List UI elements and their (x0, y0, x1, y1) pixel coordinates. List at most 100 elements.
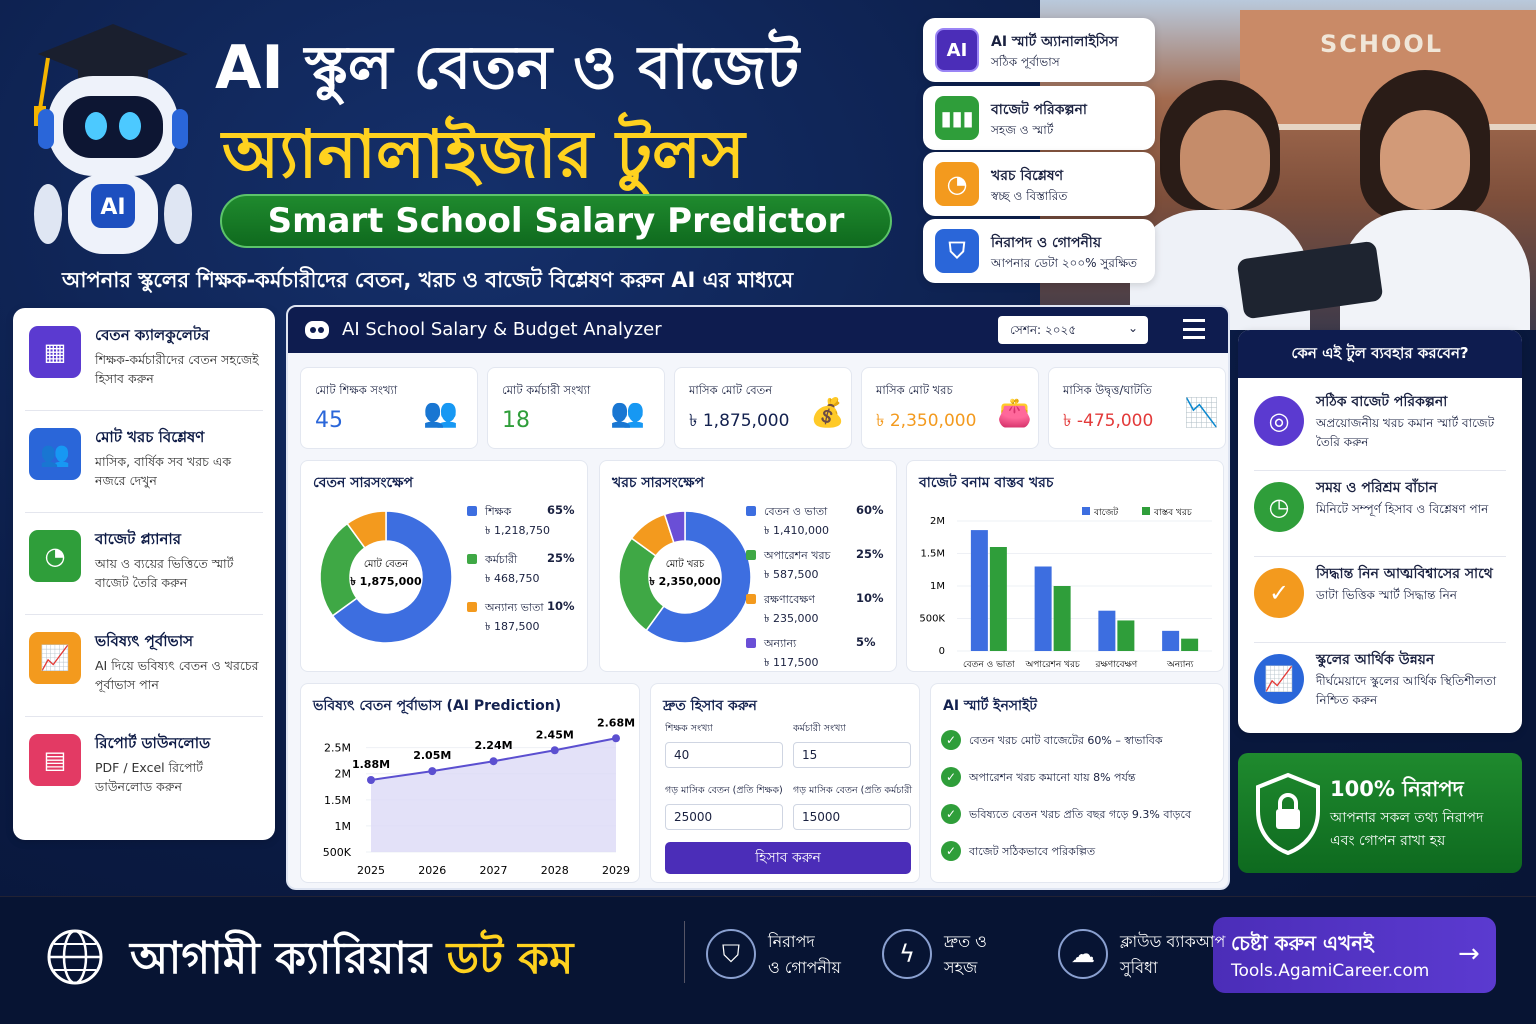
stat-label: মোট শিক্ষক সংখ্যা (315, 383, 398, 397)
field-label: গড় মাসিক বেতন (প্রতি কর্মচারী) (793, 785, 913, 796)
legend-swatch (746, 638, 756, 648)
feature-title: AI স্মার্ট অ্যানালাইসিস (991, 34, 1119, 50)
bar (1098, 610, 1116, 651)
menu-desc: আয় ও ব্যয়ের ভিত্তিতে স্মার্ট বাজেট তৈর… (95, 556, 234, 591)
feature-title: বাজেট পরিকল্পনা (991, 102, 1087, 118)
footer-feature-icon: ϟ (882, 929, 932, 979)
why-title: কেন এই টুল ব্যবহার করবেন? (1291, 343, 1469, 362)
why-desc: ডাটা ভিত্তিক স্মার্ট সিদ্ধান্ত নিন (1316, 588, 1457, 602)
subtitle: Smart School Salary Predictor (267, 201, 845, 241)
legend-name: কর্মচারী (485, 553, 518, 566)
stat-card: মোট কর্মচারী সংখ্যা 18 👥 (487, 367, 665, 449)
stat-label: মাসিক মোট বেতন (689, 383, 773, 397)
y-tick-label: 2M (930, 516, 945, 527)
point (489, 757, 498, 766)
title-line1: AI স্কুল বেতন ও বাজেট (215, 33, 800, 103)
bar (1162, 630, 1180, 651)
divider (1254, 556, 1506, 557)
legend-amount: ৳ 187,500 (485, 620, 540, 633)
legend-amount: ৳ 468,750 (485, 572, 540, 585)
insights-panel: AI স্মার্ট ইনসাইট ✓ বেতন খরচ মোট বাজেটের 6… (930, 683, 1224, 883)
menu-icon: ▦ (29, 326, 81, 378)
cta-button[interactable]: চেষ্টা করুন এখনই Tools.AgamiCareer.com → (1213, 917, 1496, 993)
check-icon: ✓ (941, 730, 961, 750)
x-tick-label: 2026 (418, 864, 446, 877)
feature-title: নিরাপদ ও গোপনীয় (991, 235, 1102, 251)
shield-icon (1256, 772, 1320, 855)
input-field[interactable]: 25000 (665, 804, 783, 830)
divider (25, 410, 263, 411)
donut-center-label: মোট খরচ (666, 557, 705, 570)
session: সেশন: ২০২৫ (1010, 323, 1077, 337)
y-tick-label: 2.5M (324, 742, 351, 755)
legend-name: বেতন ও ভাতা (764, 505, 828, 518)
y-tick-label: 1.5M (920, 549, 945, 560)
footer-feature-icon: ☁ (1058, 929, 1108, 979)
stat-label: মাসিক উদ্বৃত্ত/ঘাটতি (1063, 383, 1152, 397)
donut-slice (331, 510, 453, 644)
menu-desc: AI দিয়ে ভবিষ্যৎ বেতন ও খরচের পূর্বাভাস … (95, 658, 259, 693)
stat-icon: 👛 (997, 396, 1032, 429)
feature-card: AI AI স্মার্ট অ্যানালাইসিস সঠিক পূর্বাভাস (923, 18, 1155, 82)
summary-panel: বেতন সারসংক্ষেপ মোট বেতন ৳ 1,875,000 শিক্ষক… (300, 460, 588, 672)
why-header: কেন এই টুল ব্যবহার করবেন? (1238, 330, 1522, 378)
footer: আগামী ক্যারিয়ার ডট কম চেষ্টা করুন এখনই … (0, 896, 1536, 1024)
bar-chart: 0 500K 1M 1.5M 2M বাজেট বাস্তব খরচ বেতন ও ভাতা অ… (919, 506, 1212, 670)
title-line2: অ্যানালাইজার টুলস (222, 116, 745, 193)
bar (1053, 586, 1071, 651)
brand-main: আগামী ক্যারিয়ার (130, 933, 432, 984)
legend-swatch (467, 602, 477, 612)
bar (1181, 638, 1199, 651)
legend-label: বাস্তব খরচ (1153, 508, 1192, 518)
legend-name: অন্যান্য (764, 637, 797, 650)
subtitle-pill: Smart School Salary Predictor (220, 194, 892, 248)
stat-value: 45 (315, 408, 343, 433)
y-tick-label: 500K (323, 846, 352, 859)
check-icon: ✓ (941, 767, 961, 787)
calculate-button[interactable]: হিসাব করুন (665, 842, 911, 874)
legend-percent: 25% (856, 547, 884, 561)
y-tick-label: 500K (919, 614, 945, 625)
input-field[interactable]: 15000 (793, 804, 911, 830)
menu-desc: মাসিক, বার্ষিক সব খরচ এক নজরে দেখুন (95, 454, 232, 489)
globe-icon (47, 929, 103, 985)
donut-center-value: ৳ 1,875,000 (350, 575, 422, 588)
legend-swatch (1142, 507, 1150, 515)
menu-button[interactable] (1183, 319, 1205, 339)
legend-amount: ৳ 587,500 (764, 568, 819, 581)
x-tick-label: 2025 (357, 864, 385, 877)
footer-feature-line1: ক্লাউড ব্যাকআপ (1120, 932, 1226, 951)
field-label: শিক্ষক সংখ্যা (665, 723, 713, 734)
y-tick-label: 1M (930, 581, 945, 592)
menu-title: বাজেট প্ল্যানার (95, 530, 182, 548)
line-chart: 500K 1M 1.5M 2M 2.5M1.88M 2025 2.05M 2026 2.24M 2… (323, 716, 635, 877)
chart-title: ভবিষ্যৎ বেতন পূর্বাভাস (AI Prediction) (313, 698, 562, 714)
legend-swatch (746, 594, 756, 604)
robot-icon (305, 321, 329, 339)
feature-desc: স্বচ্ছ ও বিস্তারিত (991, 189, 1068, 203)
y-tick-label: 0 (939, 646, 945, 657)
feature-icon: ▮▮▮ (935, 96, 979, 140)
panel-title: খরচ সারসংক্ষেপ (612, 475, 705, 491)
input-field[interactable]: 40 (665, 742, 783, 768)
divider (25, 512, 263, 513)
x-tick-label: 2027 (480, 864, 508, 877)
photo: SCHOOL (1040, 0, 1536, 330)
feature-card: ⛉ নিরাপদ ও গোপনীয় আপনার ডেটা ২০০% সুরক্ষি… (923, 219, 1155, 283)
divider (1254, 470, 1506, 471)
stat-card: মাসিক উদ্বৃত্ত/ঘাটতি ৳ -475,000 📉 (1048, 367, 1226, 449)
menu-title: মোট খরচ বিশ্লেষণ (95, 428, 205, 446)
y-tick-label: 1M (335, 820, 352, 833)
input-field[interactable]: 15 (793, 742, 911, 768)
menu-icon: ▤ (29, 734, 81, 786)
x-tick-label: বেতন ও ভাতা (963, 660, 1015, 670)
feature-card: ◔ খরচ বিশ্লেষণ স্বচ্ছ ও বিস্তারিত (923, 152, 1155, 216)
panel-title: দ্রুত হিসাব করুন (663, 698, 757, 714)
legend-name: অন্যান্য ভাতা (485, 601, 544, 614)
field-label: গড় মাসিক বেতন (প্রতি শিক্ষক) (665, 785, 783, 796)
session-select[interactable]: সেশন: ২০২৫ ⌄ (998, 316, 1148, 344)
legend-amount: ৳ 117,500 (764, 656, 819, 669)
footer-feature-line2: সুবিধা (1120, 958, 1158, 977)
stat-card: মাসিক মোট খরচ ৳ 2,350,000 👛 (861, 367, 1039, 449)
